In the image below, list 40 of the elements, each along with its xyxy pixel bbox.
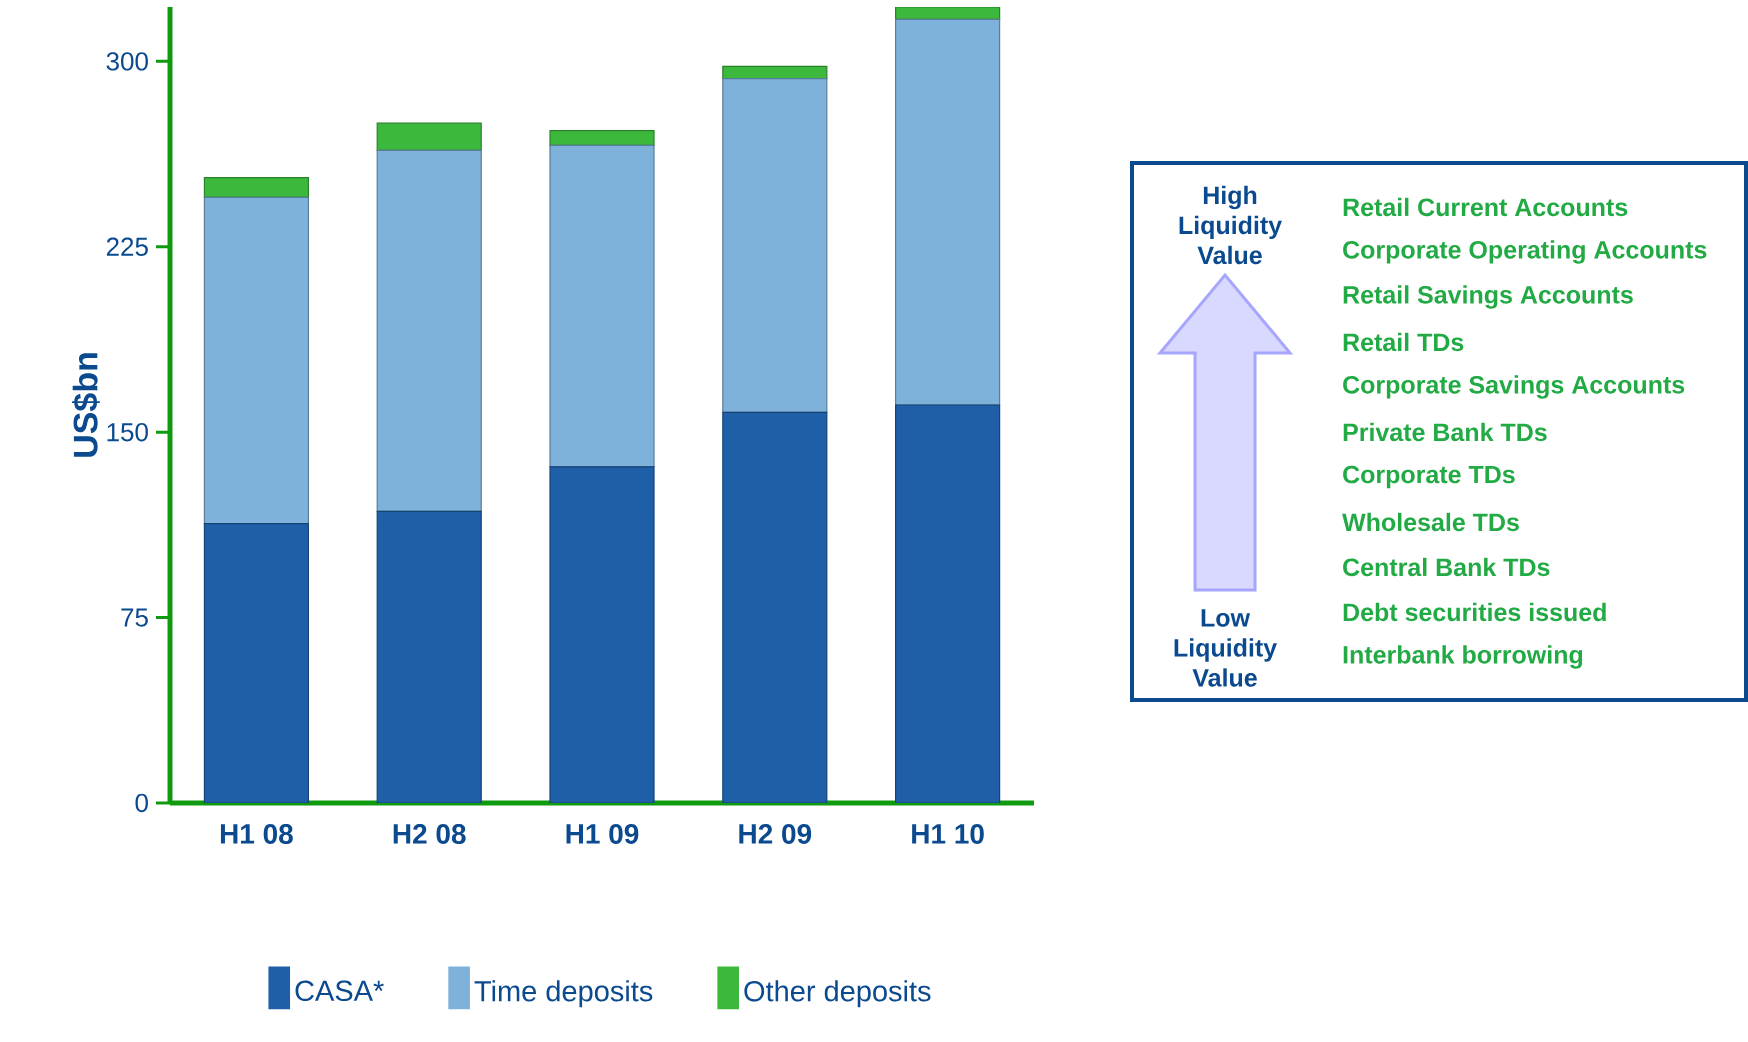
text: Wholesale TDs [1342, 512, 1519, 532]
legend-label: CASA* [295, 980, 384, 1002]
text: Corporate TDs [1343, 465, 1515, 489]
bar [376, 149, 482, 512]
bar [722, 411, 828, 803]
text: High Liquidity Value [1179, 185, 1282, 265]
y-axis-title: US$bn [72, 353, 100, 457]
text: Corporate Savings Accounts [1343, 375, 1685, 399]
text: Low Liquidity Value [1174, 609, 1277, 687]
bar [203, 176, 310, 198]
legend-label: Time deposits [474, 980, 653, 1008]
bar [376, 122, 482, 151]
x-tick-label: H1 08 [220, 824, 293, 844]
y-tick-label: 225 [106, 237, 148, 256]
text: Retail TDs [1343, 332, 1464, 352]
bar [549, 129, 655, 147]
text: Central Bank TDs [1343, 557, 1550, 577]
text: Debt securities issued [1343, 602, 1606, 622]
bar [722, 78, 828, 413]
bar [549, 466, 655, 803]
x-tick-label: H1 09 [566, 824, 639, 844]
bar [203, 523, 310, 803]
legend-label: Other deposits [744, 980, 931, 1008]
x-tick-label: H2 09 [739, 824, 812, 844]
text: Corporate Operating Accounts [1343, 240, 1707, 264]
text: Retail Savings Accounts [1343, 285, 1633, 309]
y-tick-label: 0 [135, 793, 148, 813]
text: Interbank borrowing [1343, 645, 1583, 669]
x-tick-label: H1 10 [912, 824, 984, 844]
bar [203, 196, 310, 525]
text: Private Bank TDs [1343, 422, 1547, 442]
x-tick-label: H2 08 [393, 824, 466, 844]
y-tick-label: 150 [107, 422, 148, 442]
bar [895, 404, 1001, 803]
bar [895, 18, 1001, 406]
text: Retail Current Accounts [1343, 197, 1628, 217]
bar [376, 510, 482, 803]
y-tick-label: 75 [121, 608, 148, 627]
y-tick-label: 300 [106, 52, 148, 71]
bar [549, 144, 655, 468]
